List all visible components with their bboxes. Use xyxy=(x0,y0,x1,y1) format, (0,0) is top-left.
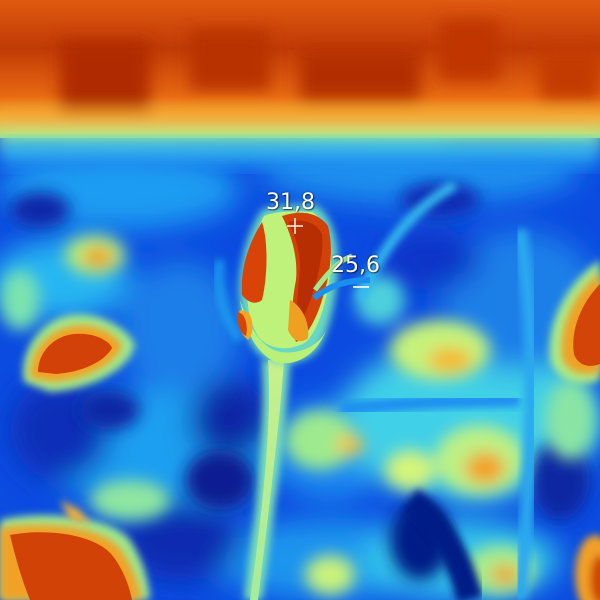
left-hot-leaf xyxy=(23,314,136,392)
plant-stems xyxy=(214,180,539,600)
cold-spot-readout: 25,6 xyxy=(331,253,380,278)
mid-warm-zones xyxy=(0,235,595,595)
transition-band xyxy=(0,140,600,168)
right-hot-leaf xyxy=(549,260,600,384)
hot-spot-crosshair xyxy=(287,218,303,234)
bottom-right-patch xyxy=(575,535,600,600)
rose-bud xyxy=(237,205,371,364)
hot-spot-readout: 31,8 xyxy=(266,190,315,215)
bottom-left-hot-leaf xyxy=(0,500,150,600)
flower-stem xyxy=(244,360,290,600)
hot-background-band xyxy=(0,0,600,146)
